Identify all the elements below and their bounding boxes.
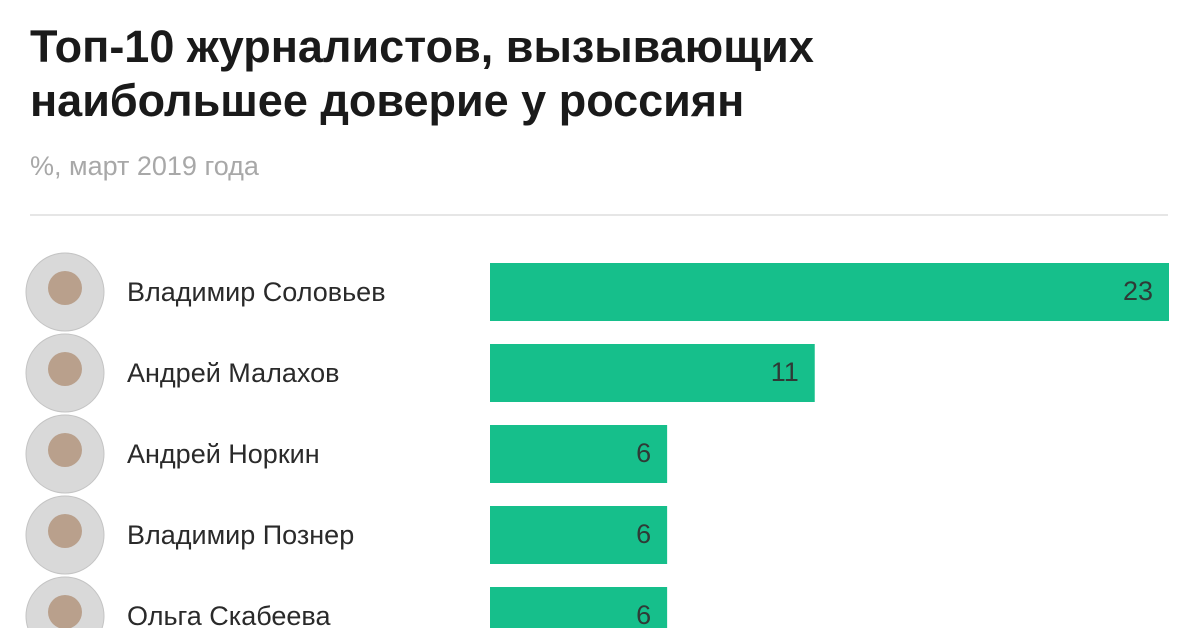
bar [490,506,668,564]
chart-subtitle: %, март 2019 года [30,151,260,181]
bar [490,425,668,483]
value-label: 6 [636,600,651,628]
bar [490,263,1169,321]
category-label: Владимир Соловьев [127,277,386,307]
bar [490,587,668,628]
value-label: 11 [771,357,799,387]
chart-title: Топ-10 журналистов, вызывающих [30,21,814,72]
category-label: Андрей Малахов [127,358,339,388]
value-label: 6 [636,519,651,549]
avatar-face [48,514,82,548]
category-label: Владимир Познер [127,520,354,550]
category-label: Ольга Скабеева [127,601,331,628]
value-label: 6 [636,438,651,468]
value-label: 23 [1123,276,1153,306]
avatar-face [48,271,82,305]
category-label: Андрей Норкин [127,439,320,469]
avatar-face [48,433,82,467]
avatar-face [48,595,82,628]
avatar-face [48,352,82,386]
bar [490,344,815,402]
chart-title: наибольшее доверие у россиян [30,75,744,126]
